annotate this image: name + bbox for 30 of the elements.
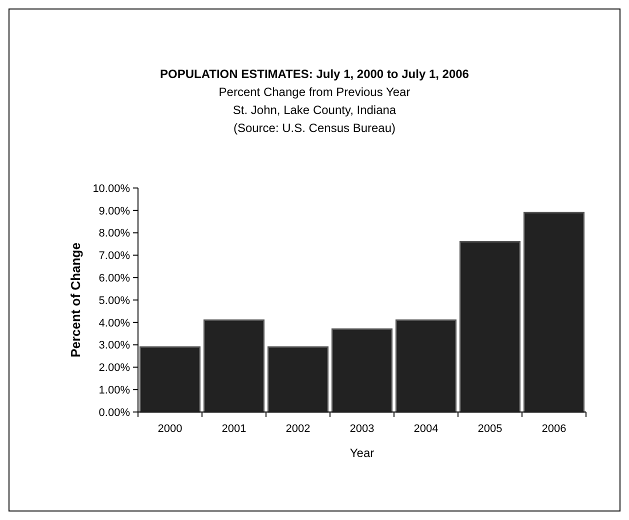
x-tick-label: 2002 <box>286 423 310 435</box>
x-tick-label: 2004 <box>414 423 438 435</box>
y-tick-label: 4.00% <box>98 317 130 330</box>
bar <box>139 346 201 413</box>
bar <box>203 319 265 413</box>
chart-subtitle: Percent Change from Previous Year St. John, Lake County, Indiana <box>218 85 410 117</box>
x-tick-label: 2005 <box>478 423 502 435</box>
x-tick-label: 2003 <box>350 423 374 435</box>
bar <box>331 328 393 413</box>
y-tick-label: 2.00% <box>98 362 130 374</box>
bar <box>395 319 457 413</box>
x-tick-label: 2000 <box>158 423 182 435</box>
text: (Source: U.S. Census Bureau) <box>233 121 396 135</box>
y-tick-label: 10.00% <box>92 182 130 195</box>
bar <box>459 241 521 413</box>
y-axis-title: Percent of Change <box>68 242 83 358</box>
y-tick-label: 6.00% <box>98 272 130 284</box>
bar <box>267 346 329 413</box>
y-tick-label: 8.00% <box>98 228 130 240</box>
y-tick-label: 1.00% <box>98 384 130 396</box>
y-tick-label: 9.00% <box>98 205 130 218</box>
x-tick-label: 2006 <box>542 423 566 435</box>
chart-title: POPULATION ESTIMATES: July 1, 2000 to July 1, 2006 <box>160 67 470 81</box>
bar <box>523 212 585 413</box>
y-tick-label: 0.00% <box>98 406 130 419</box>
y-tick-label: 7.00% <box>98 250 130 262</box>
y-tick-label: 5.00% <box>98 294 130 307</box>
y-tick-label: 3.00% <box>98 340 130 352</box>
x-tick-label: 2001 <box>222 423 246 435</box>
x-axis-title: Year <box>350 446 374 460</box>
